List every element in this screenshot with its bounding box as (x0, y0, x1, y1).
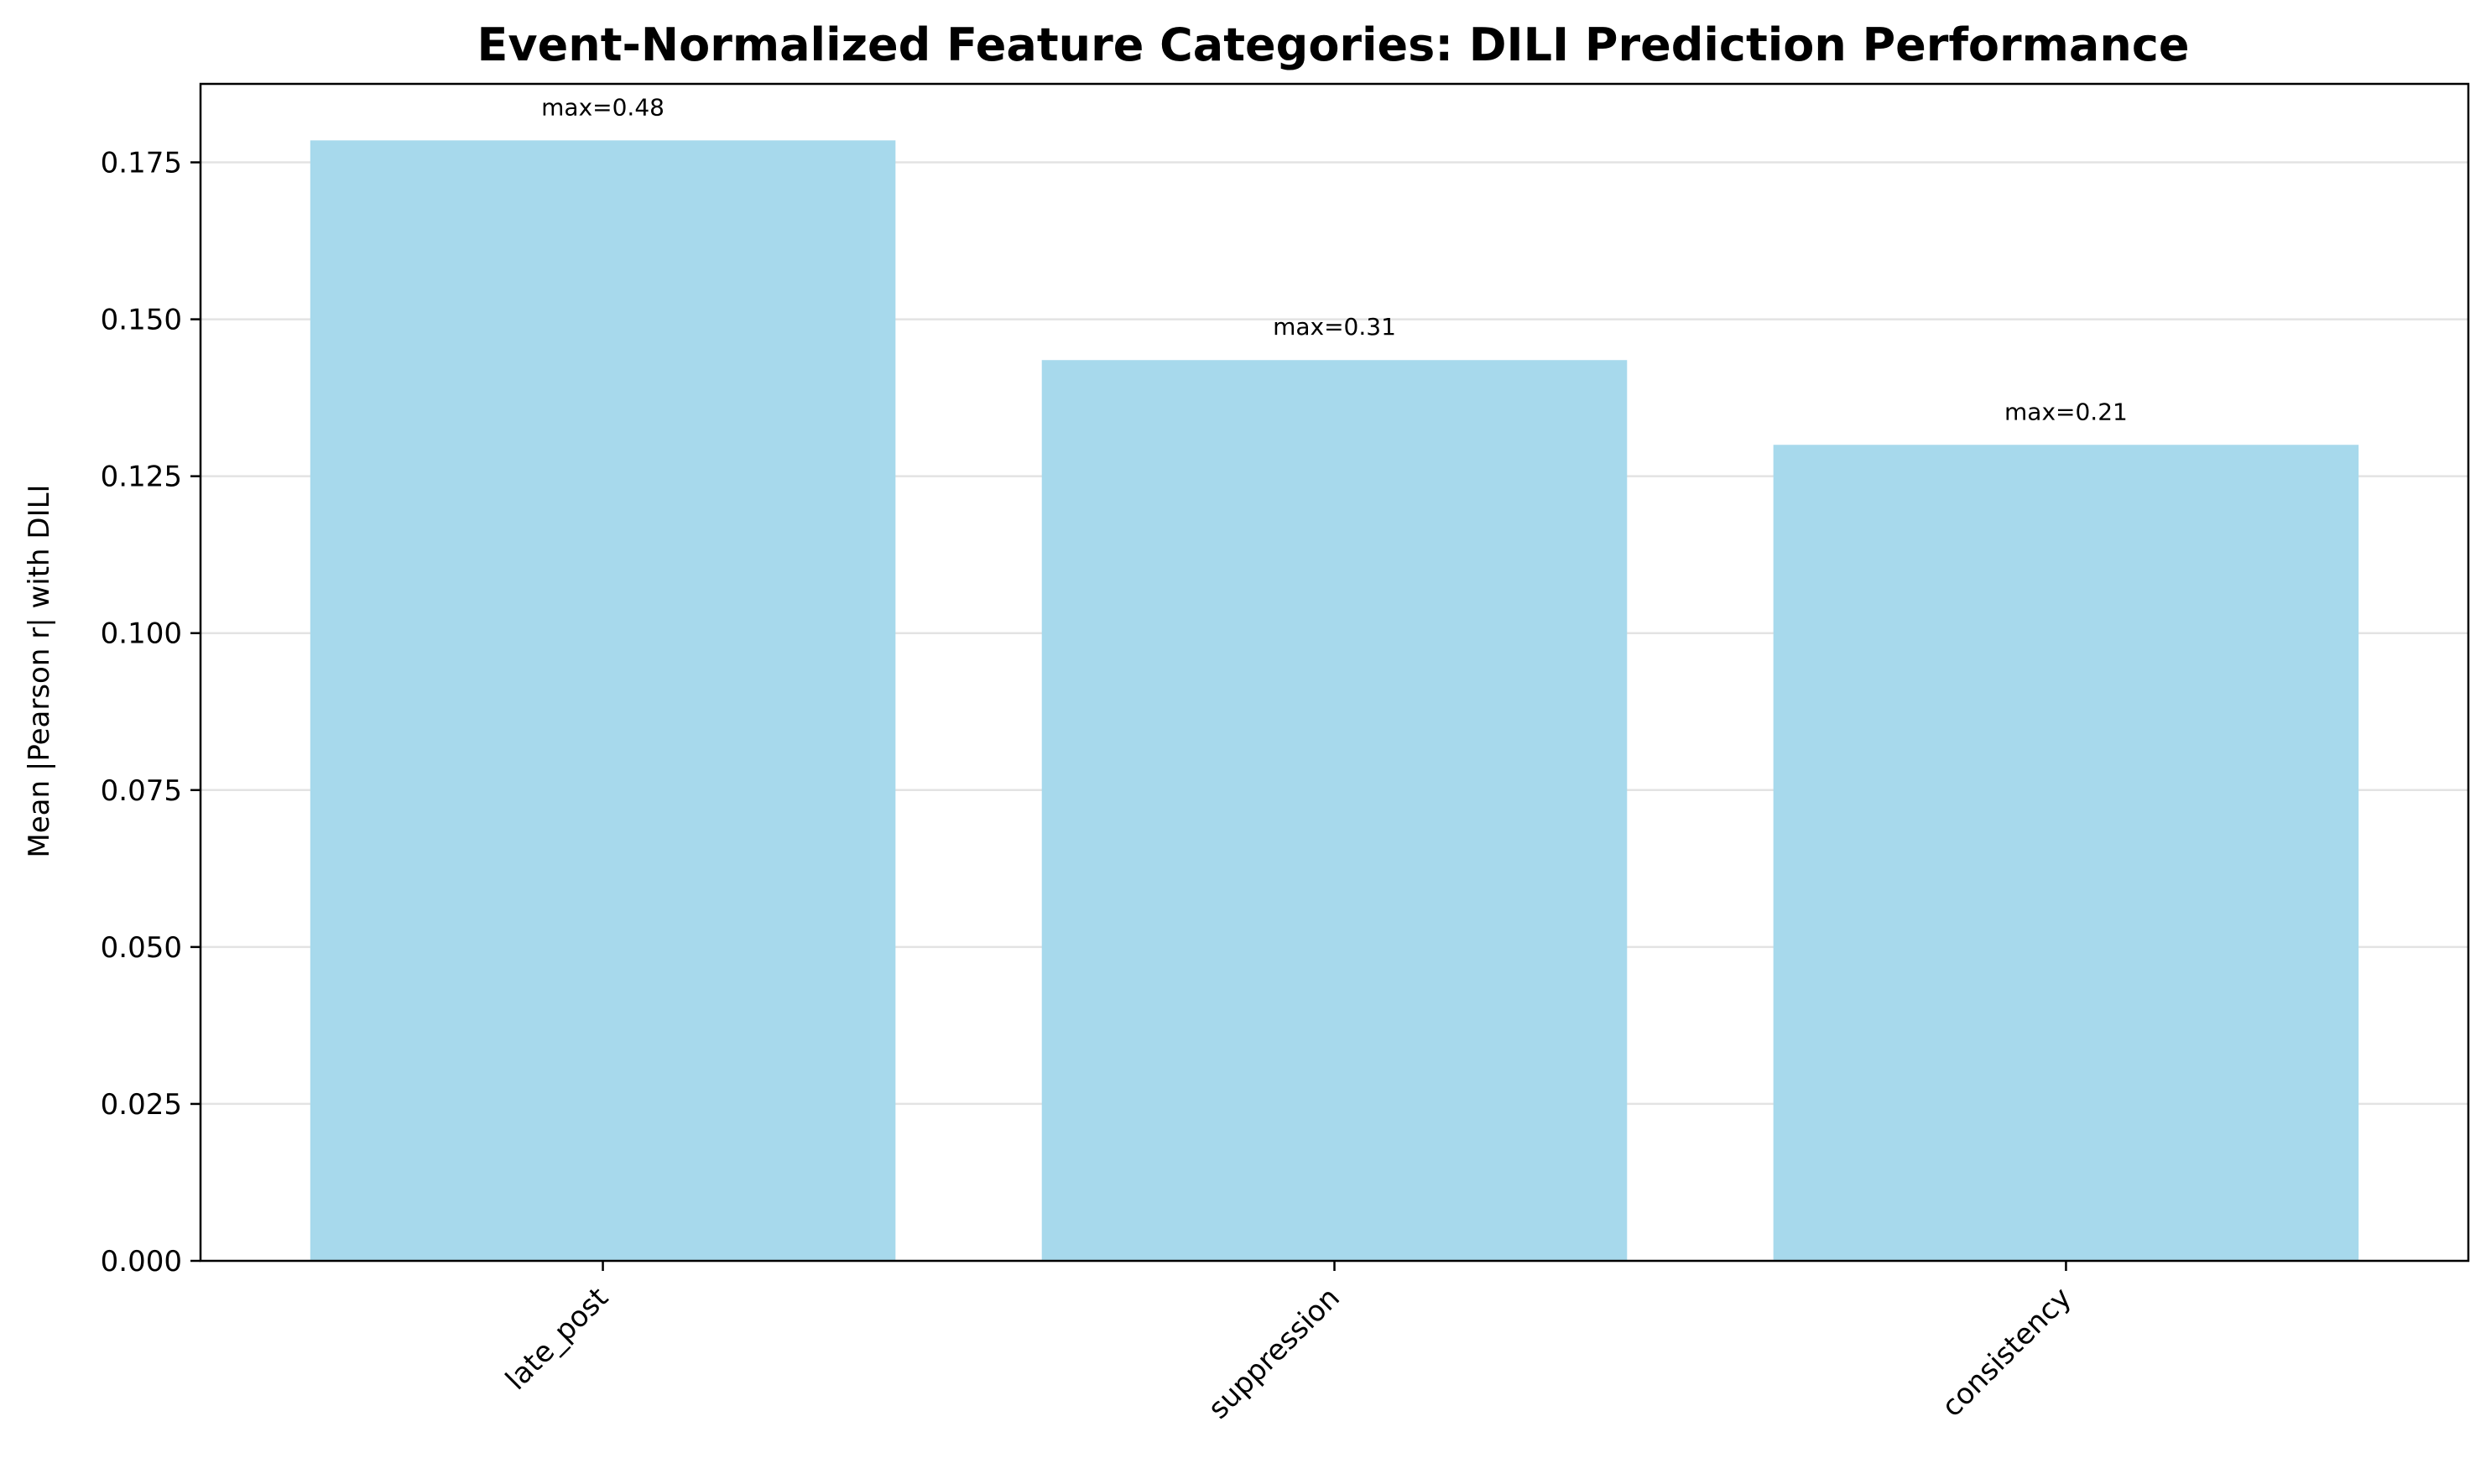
y-tick-label: 0.050 (101, 931, 182, 965)
y-tick-label: 0.125 (101, 461, 182, 494)
bar-suppression (1041, 360, 1628, 1262)
bar-annotations: max=0.48 max=0.31 max=0.21 (541, 93, 2128, 425)
bar-annotation: max=0.21 (2004, 398, 2128, 425)
y-tick-label: 0.100 (101, 617, 182, 651)
bar-annotation: max=0.31 (1273, 313, 1396, 341)
chart-title: Event-Normalized Feature Categories: DIL… (477, 18, 2190, 71)
y-tick-label: 0.075 (101, 774, 182, 808)
bar-consistency (1773, 445, 2359, 1261)
bars (310, 140, 2359, 1262)
y-axis-label: Mean |Pearson r| with DILI (23, 484, 56, 857)
bar-annotation: max=0.48 (541, 93, 664, 121)
y-tick-label: 0.000 (101, 1245, 182, 1278)
y-tick-label: 0.025 (101, 1088, 182, 1122)
y-tick-label: 0.150 (101, 304, 182, 337)
y-tick-label: 0.175 (101, 147, 182, 180)
bar-late_post (310, 140, 896, 1261)
